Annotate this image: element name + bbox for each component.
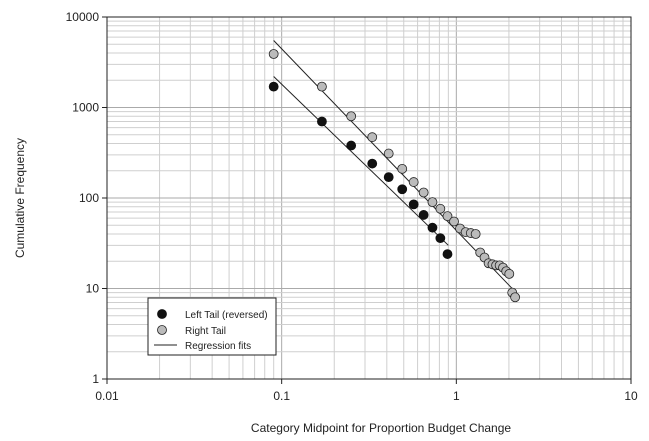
legend-label-regression: Regression fits [185,341,251,352]
y-tick-label: 100 [79,191,99,205]
left-tail-point [408,199,419,210]
right-tail-point [346,111,357,122]
legend-marker-left-tail [157,309,167,319]
x-tick-label: 0.1 [273,389,290,403]
right-tail-point [367,132,378,143]
right-tail-point [383,148,394,159]
right-tail-point [442,211,453,222]
legend-label-right-tail: Right Tail [185,326,226,337]
grid [106,17,631,380]
legend-label-left-tail: Left Tail (reversed) [185,310,268,321]
left-tail-point [418,210,429,220]
left-tail-point [268,81,279,92]
left-tail-point [397,184,408,195]
y-axis-label: Cumulative Frequency [13,138,27,258]
y-tick-label: 10000 [66,10,100,24]
legend-marker-right-tail [157,325,167,335]
left-tail-point [427,222,438,233]
right-tail-point [449,216,459,227]
y-tick-label: 1000 [72,101,99,115]
right-tail-point [397,163,408,174]
right-tail-point [268,49,279,59]
left-tail-point [435,233,446,244]
right-tail-point [435,203,446,214]
right-tail-point [427,197,438,208]
y-tick-label: 1 [92,372,99,386]
x-tick-label: 0.01 [95,389,119,403]
regression-line [273,76,449,246]
right-tail-point [317,81,327,92]
left-tail-point [367,158,378,169]
right-tail-point [408,177,419,187]
left-tail-point [346,140,357,151]
x-tick-label: 10 [624,389,638,403]
right-tail-point [510,292,521,303]
left-tail-point [442,249,453,259]
x-tick-label: 1 [453,389,460,403]
tick-labels: 0.01 0.1 1 10 1 10 100 1000 10000 [66,10,638,403]
x-axis-label: Category Midpoint for Proportion Budget … [251,421,511,435]
right-tail-point [470,229,481,239]
left-tail-point [383,172,394,183]
plot-area [102,16,632,384]
legend: Left Tail (reversed) Right Tail Regressi… [147,297,277,356]
left-tail-point [317,116,327,127]
right-tail-point [418,187,429,198]
y-tick-label: 10 [86,282,100,296]
right-tail-point [504,268,515,279]
